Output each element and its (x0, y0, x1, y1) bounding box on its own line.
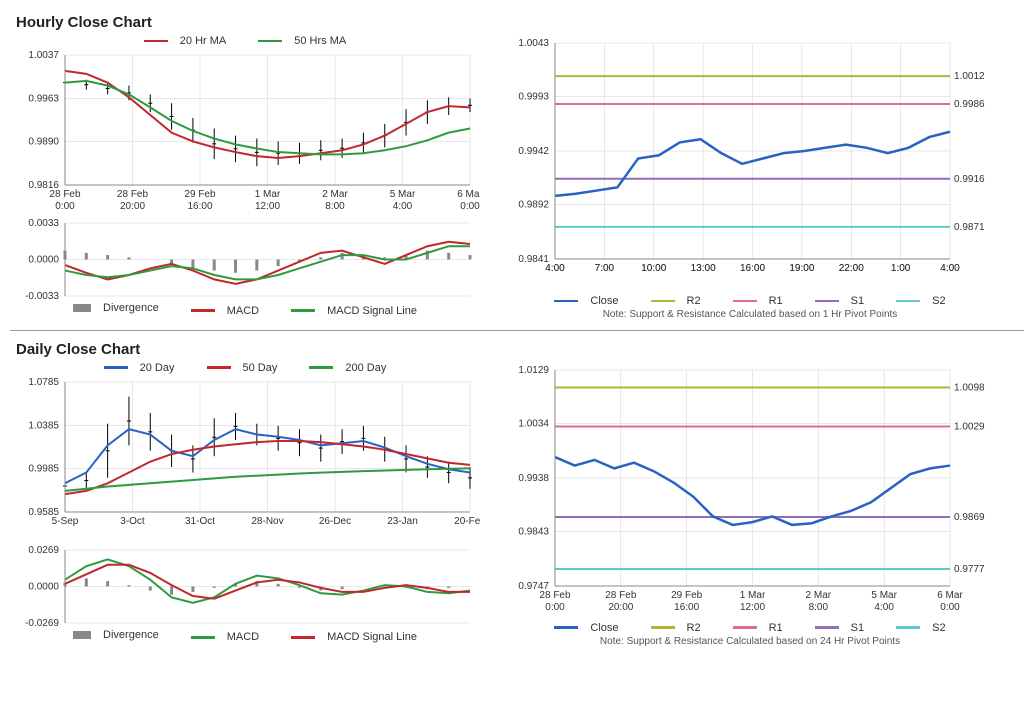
svg-text:0.0000: 0.0000 (28, 581, 59, 592)
svg-text:1.0385: 1.0385 (28, 420, 59, 431)
svg-text:29 Feb: 29 Feb (671, 590, 703, 601)
svg-text:1 Mar: 1 Mar (740, 590, 766, 601)
svg-text:1.0785: 1.0785 (28, 377, 59, 388)
hourly-row: 20 Hr MA50 Hrs MA 0.98160.98900.99631.00… (10, 33, 1024, 320)
svg-text:0:00: 0:00 (545, 602, 565, 613)
daily-price-legend: 20 Day50 Day200 Day (10, 360, 480, 374)
svg-text:5-Sep: 5-Sep (52, 516, 79, 527)
svg-text:1:00: 1:00 (891, 263, 911, 274)
svg-text:7:00: 7:00 (595, 263, 615, 274)
daily-title: Daily Close Chart (16, 341, 1024, 358)
svg-text:29 Feb: 29 Feb (184, 189, 216, 200)
svg-text:0.9843: 0.9843 (518, 526, 549, 537)
svg-text:12:00: 12:00 (255, 201, 280, 212)
svg-text:0.9986: 0.9986 (954, 99, 985, 110)
svg-text:1.0012: 1.0012 (954, 71, 985, 82)
svg-text:2 Mar: 2 Mar (806, 590, 832, 601)
svg-text:0.9777: 0.9777 (954, 564, 985, 575)
hourly-sr-legend: CloseR2R1S1S2 (500, 293, 1000, 307)
svg-text:8:00: 8:00 (325, 201, 345, 212)
svg-text:0:00: 0:00 (55, 201, 75, 212)
daily-price-chart: 0.95850.99851.03851.07855-Sep3-Oct31-Oct… (10, 374, 480, 544)
svg-text:0.9963: 0.9963 (28, 93, 59, 104)
svg-text:0.9942: 0.9942 (518, 146, 549, 157)
daily-macd-chart: -0.0269 0.0000 0.0269 (10, 544, 480, 629)
svg-text:2 Mar: 2 Mar (322, 189, 348, 200)
daily-row: 20 Day50 Day200 Day 0.95850.99851.03851.… (10, 360, 1024, 647)
daily-macd-legend: DivergenceMACDMACD Signal Line (10, 629, 480, 644)
svg-text:31-Oct: 31-Oct (185, 516, 215, 527)
svg-text:0.9890: 0.9890 (28, 136, 59, 147)
svg-text:-0.0269: -0.0269 (25, 618, 59, 629)
hourly-macd-legend: DivergenceMACDMACD Signal Line (10, 302, 480, 317)
svg-text:4:00: 4:00 (545, 263, 565, 274)
svg-text:0:00: 0:00 (940, 602, 960, 613)
svg-text:1.0043: 1.0043 (518, 38, 549, 49)
svg-text:6 Mar: 6 Mar (457, 189, 480, 200)
svg-text:10:00: 10:00 (641, 263, 666, 274)
svg-text:0.9871: 0.9871 (954, 222, 985, 233)
svg-text:1 Mar: 1 Mar (255, 189, 281, 200)
svg-text:16:00: 16:00 (187, 201, 212, 212)
svg-text:0.0033: 0.0033 (28, 218, 59, 229)
svg-text:0.0000: 0.0000 (28, 254, 59, 265)
svg-text:0.9916: 0.9916 (954, 174, 985, 185)
daily-sr-chart: 0.97470.98430.99381.00341.012928 Feb0:00… (500, 360, 1000, 620)
svg-text:4:00: 4:00 (874, 602, 894, 613)
svg-text:4:00: 4:00 (940, 263, 960, 274)
svg-text:28 Feb: 28 Feb (605, 590, 637, 601)
section-divider (10, 330, 1024, 331)
svg-text:22:00: 22:00 (839, 263, 864, 274)
svg-text:1.0129: 1.0129 (518, 365, 549, 376)
svg-text:0.9892: 0.9892 (518, 199, 549, 210)
svg-text:16:00: 16:00 (740, 263, 765, 274)
svg-text:20-Feb: 20-Feb (454, 516, 480, 527)
svg-text:1.0029: 1.0029 (954, 421, 985, 432)
svg-text:6 Mar: 6 Mar (937, 590, 963, 601)
svg-text:28 Feb: 28 Feb (117, 189, 149, 200)
hourly-sr-note: Note: Support & Resistance Calculated ba… (500, 309, 1000, 320)
svg-text:8:00: 8:00 (809, 602, 829, 613)
svg-text:0.9938: 0.9938 (518, 473, 549, 484)
svg-text:0:00: 0:00 (460, 201, 480, 212)
hourly-macd-chart: -0.0033 0.0000 0.0033 (10, 217, 480, 302)
svg-text:1.0037: 1.0037 (28, 50, 59, 61)
svg-text:28 Feb: 28 Feb (49, 189, 81, 200)
daily-sr-note: Note: Support & Resistance Calculated ba… (500, 636, 1000, 647)
svg-text:0.0269: 0.0269 (28, 545, 59, 556)
svg-text:16:00: 16:00 (674, 602, 699, 613)
svg-text:12:00: 12:00 (740, 602, 765, 613)
svg-text:0.9993: 0.9993 (518, 91, 549, 102)
hourly-price-legend: 20 Hr MA50 Hrs MA (10, 33, 480, 47)
svg-text:19:00: 19:00 (789, 263, 814, 274)
svg-text:-0.0033: -0.0033 (25, 291, 59, 302)
svg-text:0.9985: 0.9985 (28, 463, 59, 474)
svg-text:0.9869: 0.9869 (954, 512, 985, 523)
svg-text:28 Feb: 28 Feb (539, 590, 571, 601)
hourly-sr-chart: 0.98410.98920.99420.99931.00434:004:007:… (500, 33, 1000, 293)
svg-text:1.0098: 1.0098 (954, 382, 985, 393)
hourly-price-chart: 0.98160.98900.99631.003728 Feb0:0028 Feb… (10, 47, 480, 217)
hourly-title: Hourly Close Chart (16, 14, 1024, 31)
svg-text:20:00: 20:00 (608, 602, 633, 613)
svg-text:23-Jan: 23-Jan (387, 516, 418, 527)
svg-text:13:00: 13:00 (691, 263, 716, 274)
svg-text:28-Nov: 28-Nov (251, 516, 283, 527)
svg-text:4:00: 4:00 (393, 201, 413, 212)
svg-text:5 Mar: 5 Mar (390, 189, 416, 200)
svg-text:1.0034: 1.0034 (518, 418, 549, 429)
svg-text:3-Oct: 3-Oct (120, 516, 145, 527)
daily-sr-legend: CloseR2R1S1S2 (500, 620, 1000, 634)
svg-text:20:00: 20:00 (120, 201, 145, 212)
svg-text:26-Dec: 26-Dec (319, 516, 351, 527)
svg-text:5 Mar: 5 Mar (871, 590, 897, 601)
